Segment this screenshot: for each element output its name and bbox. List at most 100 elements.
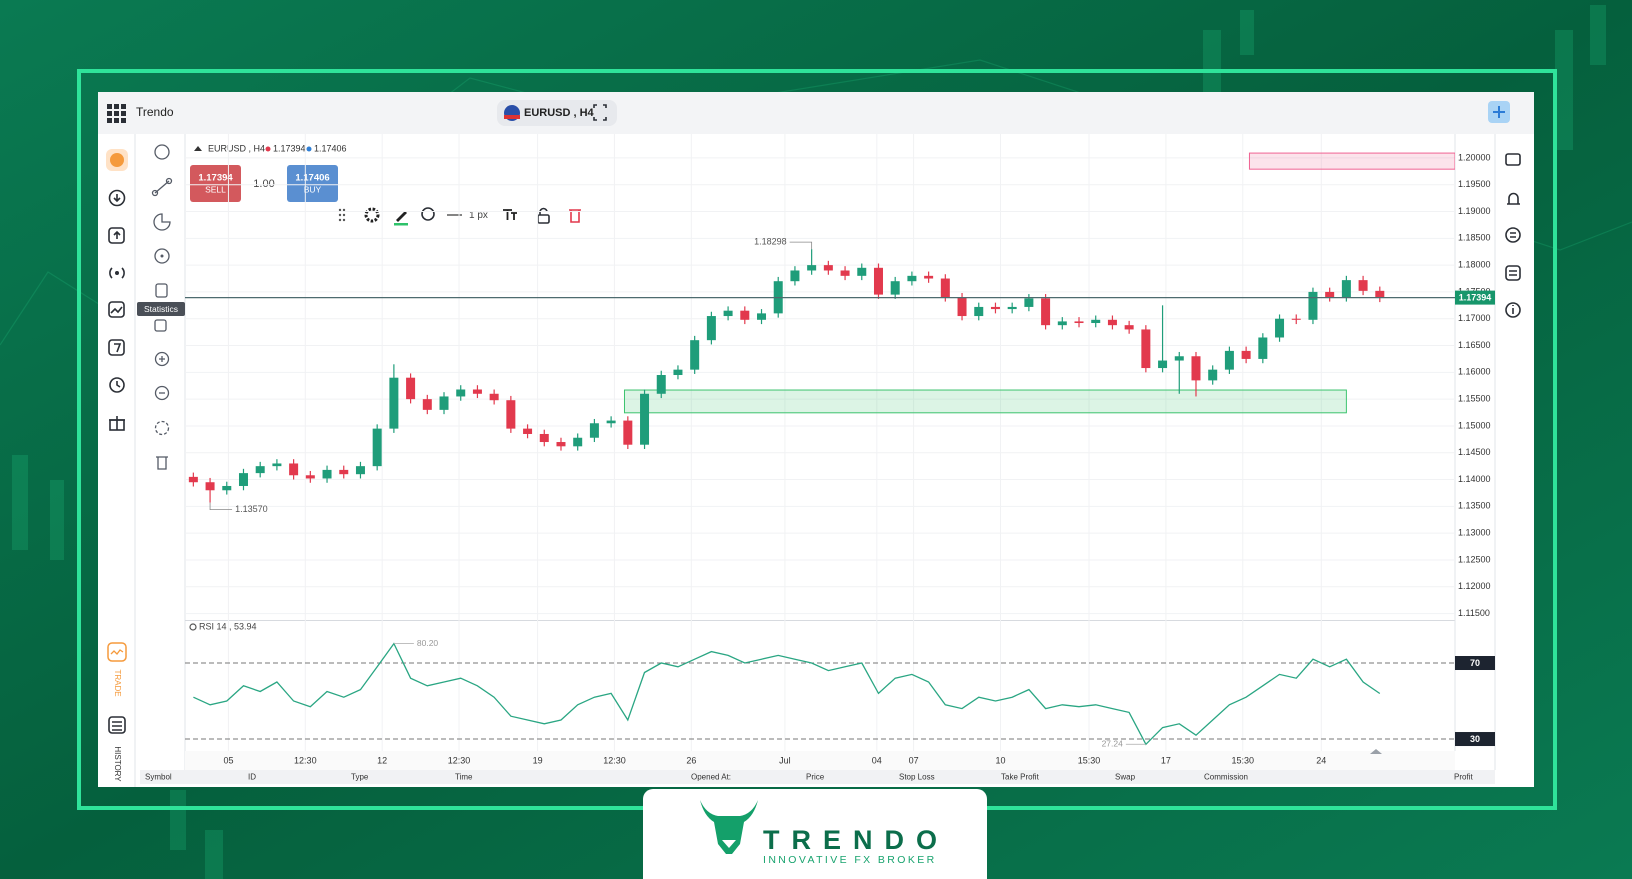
- trade-icon[interactable]: [107, 642, 127, 662]
- info-icon[interactable]: [1505, 302, 1521, 318]
- bid-dot: [265, 146, 271, 152]
- candle-body: [940, 278, 950, 298]
- candle-body: [205, 482, 215, 491]
- y-tick-label: 1.16500: [1458, 340, 1491, 350]
- table-column: Stop Loss: [899, 773, 935, 782]
- history-icon[interactable]: [109, 377, 125, 393]
- candle-body: [840, 270, 850, 276]
- rsi-line: [193, 642, 1381, 746]
- settings-tool[interactable]: [154, 420, 170, 436]
- rsi-level-label: 30: [1470, 734, 1480, 744]
- x-tick-label: 19: [533, 755, 543, 765]
- withdraw-icon[interactable]: [108, 227, 125, 244]
- delete-all-tool[interactable]: [156, 456, 168, 470]
- history-tab[interactable]: HISTORY: [113, 746, 122, 782]
- collapse-icon[interactable]: [194, 146, 202, 151]
- history-tab-icon[interactable]: [108, 716, 126, 734]
- symbol-tab-label[interactable]: EURUSD , H4: [524, 107, 595, 119]
- candle-body: [974, 306, 984, 317]
- deposit-arrow: [113, 194, 121, 203]
- high-marker: [789, 241, 813, 250]
- candle-body: [706, 316, 716, 341]
- lot-size[interactable]: 1.00: [253, 178, 274, 190]
- x-tick-label: 12:30: [603, 755, 626, 765]
- x-tick-label: 24: [1316, 755, 1326, 765]
- pen-icon[interactable]: [396, 211, 407, 222]
- trash-icon[interactable]: [569, 209, 581, 223]
- measure-tool[interactable]: [154, 319, 167, 332]
- news-icon[interactable]: [1505, 227, 1521, 243]
- plot-area: [185, 134, 1455, 751]
- candle-body: [539, 433, 549, 443]
- buy-button[interactable]: [287, 165, 338, 202]
- y-tick-label: 1.16000: [1458, 367, 1491, 377]
- trade-tab[interactable]: TRADE: [113, 669, 122, 696]
- low-marker: [209, 502, 233, 510]
- y-tick-label: 1.20000: [1458, 152, 1491, 162]
- fib-tool[interactable]: [153, 213, 171, 231]
- candle-body: [857, 267, 867, 276]
- rsi-min-label: 27.24: [1102, 739, 1124, 749]
- apps-menu[interactable]: [107, 104, 126, 123]
- top-bar: [98, 92, 1534, 134]
- rsi-title: RSI 14 , 53.94: [199, 621, 257, 631]
- scroll-up-icon[interactable]: [1370, 749, 1382, 754]
- history-hands: [116, 381, 121, 388]
- table-column: Profit: [1454, 773, 1473, 782]
- candle-body: [573, 437, 583, 447]
- x-tick-label: 12:30: [448, 755, 471, 765]
- logo-bull: [700, 800, 758, 854]
- chat-icon[interactable]: [1505, 153, 1521, 166]
- calendar-icon[interactable]: [108, 339, 125, 356]
- stroke-width[interactable]: 1 px: [469, 210, 488, 221]
- symbol-tab[interactable]: [497, 100, 617, 126]
- signal-icon[interactable]: [115, 271, 119, 275]
- zoom-in[interactable]: [154, 351, 170, 367]
- x-tick-label: 05: [223, 755, 233, 765]
- cursor-tool[interactable]: [154, 144, 170, 160]
- x-tick-label: 26: [686, 755, 696, 765]
- rsi-settings-icon[interactable]: [189, 623, 197, 631]
- legend-ask: 1.17406: [314, 143, 347, 153]
- grip-icon[interactable]: [338, 208, 346, 222]
- text-tool[interactable]: [155, 283, 168, 298]
- rsi-max-label: 80.20: [417, 638, 439, 648]
- statistics-icon[interactable]: [108, 301, 125, 318]
- zoom-out[interactable]: [154, 385, 170, 401]
- candle-body: [1375, 290, 1385, 298]
- logo-bull-snout: [722, 840, 736, 848]
- deposit-icon[interactable]: [108, 189, 126, 207]
- last-price-tag: [1455, 290, 1495, 305]
- y-tick-label: 1.14500: [1458, 447, 1491, 457]
- gear-icon[interactable]: [364, 207, 380, 223]
- text-size-icon[interactable]: [503, 209, 517, 220]
- table-column: Swap: [1115, 773, 1136, 782]
- add-icon: [1493, 106, 1505, 118]
- shape-tool[interactable]: [154, 248, 170, 264]
- buy-label: BUY: [304, 184, 322, 194]
- fullscreen-icon[interactable]: [593, 104, 607, 121]
- table-column: Commission: [1204, 773, 1248, 782]
- overlay: Symbol ID Type Time Opened At: Price Stop Loss…: [145, 152, 1495, 782]
- candle-body: [372, 428, 382, 467]
- candle-body: [406, 377, 416, 400]
- candle-body: [1191, 356, 1201, 381]
- candle-body: [790, 270, 800, 282]
- candle-body: [339, 469, 349, 475]
- palette-icon[interactable]: [421, 207, 435, 221]
- watchlist-lines: [1509, 270, 1517, 276]
- news-lines: [1510, 232, 1516, 238]
- buy-price: 1.17406: [295, 173, 329, 184]
- shape-tool-dot: [160, 254, 164, 258]
- candle-body: [924, 275, 934, 279]
- candle-body: [957, 297, 967, 317]
- candle-body: [523, 428, 533, 434]
- candle-body: [1258, 337, 1268, 359]
- x-tick-label: 15:30: [1078, 755, 1101, 765]
- table-column: Symbol: [145, 773, 172, 782]
- x-tick-label: 17: [1161, 755, 1171, 765]
- candle-body: [1224, 350, 1234, 370]
- watchlist-icon[interactable]: [1505, 265, 1521, 281]
- candle-body: [1141, 329, 1151, 369]
- alerts-icon[interactable]: [1507, 192, 1520, 205]
